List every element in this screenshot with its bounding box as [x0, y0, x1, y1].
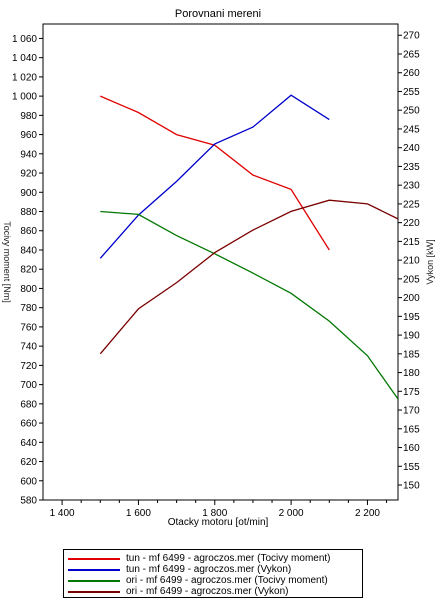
- y-right-tick-label: 240: [403, 143, 420, 154]
- x-tick-label: 1 600: [126, 508, 151, 519]
- y-left-tick-label: 980: [20, 111, 37, 122]
- y-right-tick-label: 235: [403, 162, 420, 173]
- y-left-tick-label: 680: [20, 399, 37, 410]
- legend-entry: ori - mf 6499 - agroczos.mer (Tocivy mom…: [68, 575, 360, 587]
- y-left-tick-label: 860: [20, 226, 37, 237]
- y-right-tick-label: 200: [403, 293, 420, 304]
- x-axis-label: Otacky motoru [ot/min]: [168, 517, 269, 528]
- axis-ticks: 1 400 1 600 1 800 2 000 2 200 580 600 620 640 660…: [12, 31, 420, 519]
- legend-label: tun - mf 6499 - agroczos.mer (Tocivy mom…: [126, 553, 331, 564]
- y-left-tick-label: 900: [20, 188, 37, 199]
- legend-label: ori - mf 6499 - agroczos.mer (Vykon): [126, 586, 289, 597]
- y-right-tick-label: 190: [403, 331, 420, 342]
- legend-label: tun - mf 6499 - agroczos.mer (Vykon): [126, 564, 292, 575]
- y-axis-right-label: Vykon [kW]: [425, 239, 435, 284]
- y-left-tick-label: 780: [20, 303, 37, 314]
- y-right-tick-label: 170: [403, 406, 420, 417]
- x-tick-label: 2 200: [355, 508, 380, 519]
- y-right-tick-label: 220: [403, 218, 420, 229]
- legend-entry: tun - mf 6499 - agroczos.mer (Vykon): [68, 564, 360, 576]
- y-right-tick-label: 250: [403, 106, 420, 117]
- y-left-tick-label: 820: [20, 265, 37, 276]
- legend-swatch: [68, 591, 120, 593]
- y-right-tick-label: 165: [403, 424, 420, 435]
- y-left-tick-label: 620: [20, 457, 37, 468]
- y-left-tick-label: 1 040: [12, 53, 37, 64]
- y-left-tick-label: 960: [20, 130, 37, 141]
- y-left-tick-label: 800: [20, 284, 37, 295]
- y-right-tick-label: 180: [403, 368, 420, 379]
- y-left-tick-label: 940: [20, 149, 37, 160]
- y-left-tick-label: 580: [20, 496, 37, 507]
- y-right-tick-label: 205: [403, 274, 420, 285]
- y-left-tick-label: 720: [20, 361, 37, 372]
- legend-label: ori - mf 6499 - agroczos.mer (Tocivy mom…: [126, 575, 328, 586]
- y-right-tick-label: 225: [403, 199, 420, 210]
- y-left-tick-label: 1 060: [12, 34, 37, 45]
- y-right-tick-label: 215: [403, 237, 420, 248]
- y-right-tick-label: 230: [403, 181, 420, 192]
- legend-entry: ori - mf 6499 - agroczos.mer (Vykon): [68, 586, 360, 598]
- legend: tun - mf 6499 - agroczos.mer (Tocivy mom…: [63, 549, 363, 598]
- y-right-tick-label: 260: [403, 68, 420, 79]
- y-right-tick-label: 150: [403, 481, 420, 492]
- series-line-4: [99, 199, 398, 355]
- y-right-tick-label: 160: [403, 443, 420, 454]
- x-tick-label: 1 400: [50, 508, 75, 519]
- y-left-tick-label: 600: [20, 476, 37, 487]
- x-tick-label: 1 800: [202, 508, 227, 519]
- y-left-tick-label: 1 000: [12, 92, 37, 103]
- y-right-tick-label: 265: [403, 49, 420, 60]
- series-line-3: [100, 210, 398, 400]
- y-left-tick-label: 840: [20, 245, 37, 256]
- y-left-tick-label: 1 020: [12, 72, 37, 83]
- y-right-tick-label: 195: [403, 312, 420, 323]
- y-right-tick-label: 155: [403, 462, 420, 473]
- legend-swatch: [68, 569, 120, 571]
- y-right-tick-label: 270: [403, 31, 420, 42]
- legend-swatch: [68, 580, 120, 582]
- chart-svg: Porovnani mereni Otacky motoru [ot/min] …: [2, 8, 435, 528]
- plot-area: [42, 23, 399, 501]
- series-line-1: [100, 95, 330, 251]
- y-axis-left-label: Tocivy moment [Nm]: [2, 221, 12, 303]
- y-right-tick-label: 210: [403, 256, 420, 267]
- y-right-tick-label: 175: [403, 387, 420, 398]
- y-left-tick-label: 740: [20, 342, 37, 353]
- y-right-tick-label: 255: [403, 87, 420, 98]
- y-right-tick-label: 185: [403, 349, 420, 360]
- y-left-tick-label: 920: [20, 169, 37, 180]
- legend-entry: tun - mf 6499 - agroczos.mer (Tocivy mom…: [68, 553, 360, 565]
- series-lines: [99, 94, 398, 400]
- y-left-tick-label: 660: [20, 419, 37, 430]
- y-left-tick-label: 640: [20, 438, 37, 449]
- chart-title: Porovnani mereni: [175, 8, 261, 20]
- y-left-tick-label: 880: [20, 207, 37, 218]
- y-right-tick-label: 245: [403, 124, 420, 135]
- y-left-tick-label: 700: [20, 380, 37, 391]
- legend-swatch: [68, 558, 120, 560]
- x-tick-label: 2 000: [279, 508, 304, 519]
- y-left-tick-label: 760: [20, 322, 37, 333]
